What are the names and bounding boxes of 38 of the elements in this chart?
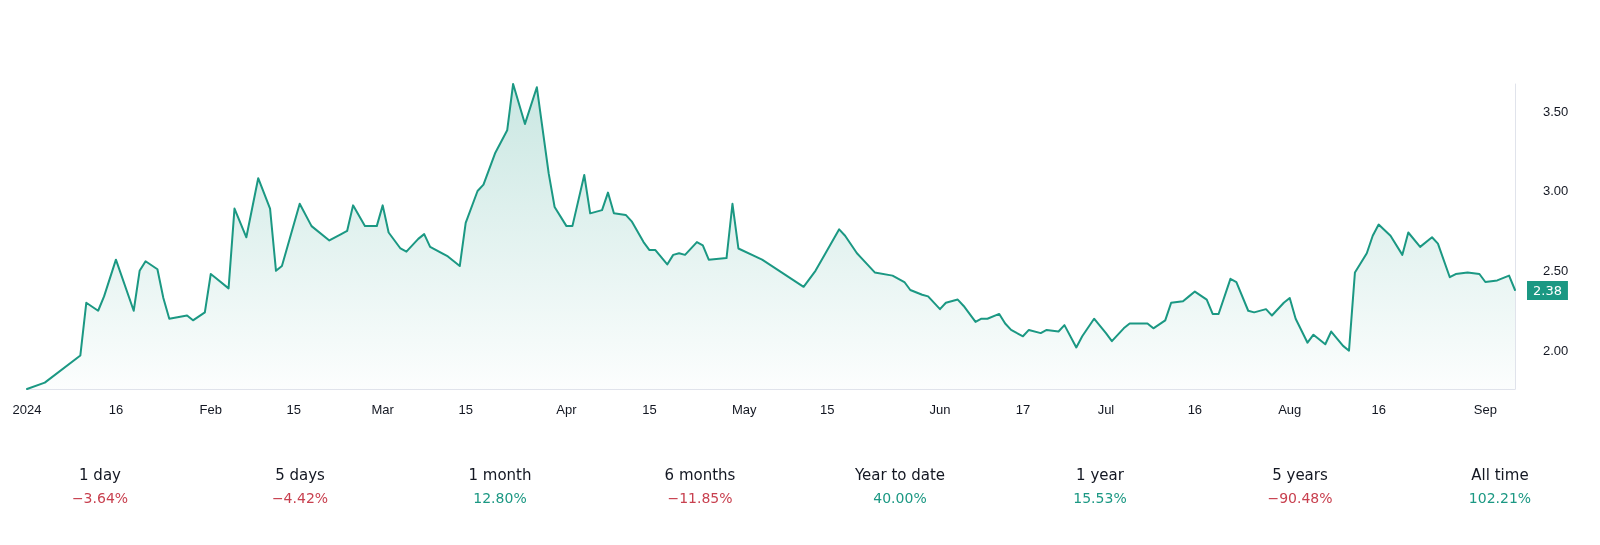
x-tick-label: Jul <box>1097 402 1115 417</box>
x-tick-label: 16 <box>1187 402 1203 417</box>
x-tick-label: 2024 <box>12 402 42 417</box>
category-label: 1 month <box>467 466 533 484</box>
x-tick-label: Mar <box>371 402 395 417</box>
category-label: 1 year <box>1075 466 1125 484</box>
x-tick-label: Feb <box>199 402 222 417</box>
data-label: 40.00% <box>872 490 928 506</box>
data-label: 102.21% <box>1467 490 1533 506</box>
data-label: −90.48% <box>1266 490 1334 506</box>
y-tick-label: 3.50 <box>1543 103 1569 119</box>
x-tick-label: 15 <box>820 402 835 417</box>
annotation: 2.38 <box>1533 282 1562 298</box>
category-label: 6 months <box>663 466 737 484</box>
data-label: −4.42% <box>270 490 330 506</box>
x-tick-label: 16 <box>108 402 124 417</box>
data-label: 12.80% <box>472 490 528 506</box>
x-tick-label: Jun <box>929 402 951 417</box>
data-label: 15.53% <box>1072 490 1128 506</box>
x-tick-label: 16 <box>1371 402 1386 417</box>
y-tick-label: 3.00 <box>1543 183 1569 199</box>
x-tick-label: 15 <box>458 402 473 417</box>
y-tick-label: 2.50 <box>1543 263 1569 279</box>
category-label: 5 years <box>1271 466 1329 484</box>
y-tick-label: 2.00 <box>1543 343 1569 359</box>
category-label: 1 day <box>78 466 122 484</box>
x-tick-label: 15 <box>642 402 657 417</box>
x-tick-label: Aug <box>1278 402 1302 417</box>
data-label: −3.64% <box>70 490 130 506</box>
category-label: All time <box>1470 466 1530 484</box>
category-label: Year to date <box>853 466 947 484</box>
data-label: −11.85% <box>666 490 734 506</box>
x-tick-label: Sep <box>1473 402 1497 417</box>
x-tick-label: May <box>732 402 758 417</box>
x-tick-label: Apr <box>556 402 578 417</box>
category-label: 5 days <box>274 466 326 484</box>
x-tick-label: 17 <box>1015 402 1031 417</box>
x-tick-label: 15 <box>286 402 302 417</box>
